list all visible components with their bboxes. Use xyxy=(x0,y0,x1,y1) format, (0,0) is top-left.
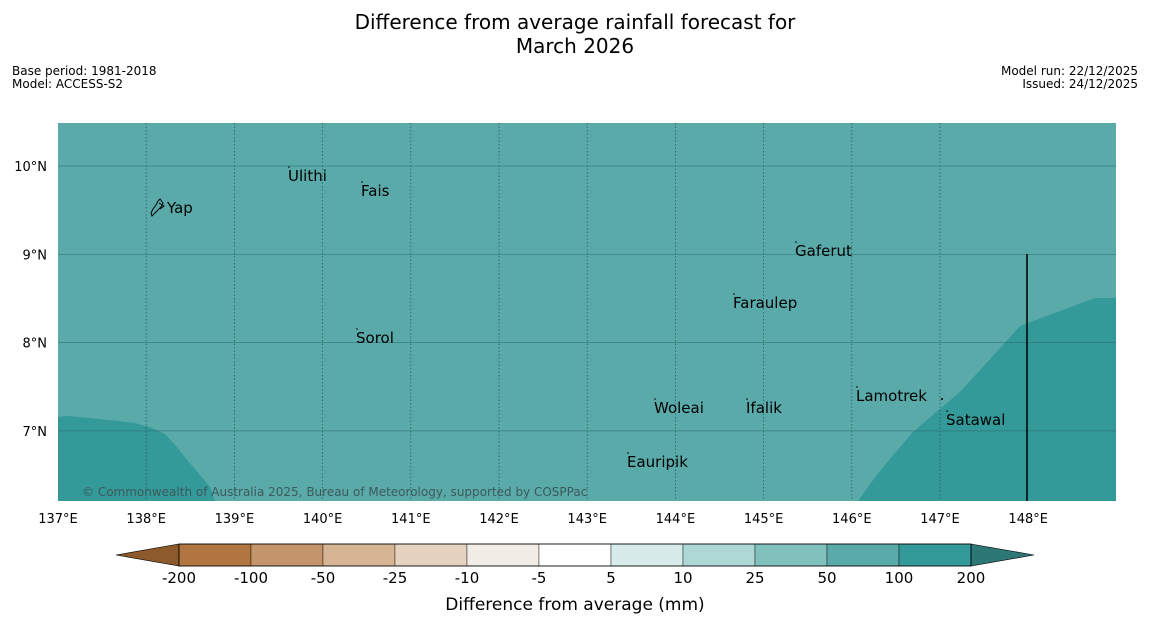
colorbar-tick-label: 50 xyxy=(817,569,836,587)
island-marker xyxy=(946,410,948,412)
place-label-satawal: Satawal xyxy=(946,411,1005,429)
colorbar-tick-label: -50 xyxy=(311,569,336,587)
longitude-tick-labels: 137°E 138°E 139°E 140°E 141°E 142°E 143°E 144°E… xyxy=(38,512,1048,527)
colorbar-segment xyxy=(538,543,612,567)
place-label-fais: Fais xyxy=(361,182,390,200)
colorbar: -200 -100 -50 -25 -10 -5 5 10 25 50 100 200 xyxy=(115,543,1035,587)
island-marker xyxy=(627,452,629,454)
island-marker xyxy=(733,293,735,295)
longitude-tick-label: 141°E xyxy=(391,512,431,527)
map-background xyxy=(58,123,1116,501)
graticule xyxy=(58,123,1116,501)
colorbar-extend-low xyxy=(115,543,180,567)
colorbar-segment xyxy=(826,543,900,567)
latitude-tick-label: 10°N xyxy=(14,160,47,175)
colorbar-segment xyxy=(610,543,684,567)
place-labels: Yap Ulithi Fais Gaferut Faraulep Sorol Woleai I… xyxy=(166,166,1005,471)
colorbar-segment xyxy=(466,543,540,567)
place-label-faraulep: Faraulep xyxy=(733,294,797,312)
longitude-tick-label: 145°E xyxy=(744,512,784,527)
longitude-tick-label: 143°E xyxy=(567,512,607,527)
yap-island-outline xyxy=(150,198,164,217)
title-line-1: Difference from average rainfall forecas… xyxy=(354,10,796,34)
latitude-tick-label: 9°N xyxy=(23,248,48,263)
island-marker xyxy=(356,328,358,330)
place-label-lamotrek: Lamotrek xyxy=(856,387,927,405)
longitude-tick-label: 147°E xyxy=(920,512,960,527)
model-run: Model run: 22/12/2025 xyxy=(1000,64,1138,78)
colorbar-segment xyxy=(322,543,396,567)
colorbar-frame xyxy=(178,543,972,567)
colorbar-tick-label: 100 xyxy=(885,569,914,587)
meta-left: Base period: 1981-2018 Model: ACCESS-S2 xyxy=(12,65,157,91)
colorbar-extend-high xyxy=(970,543,1035,567)
yap-island-outline-east xyxy=(158,202,165,210)
colorbar-segment xyxy=(682,543,756,567)
longitude-tick-label: 144°E xyxy=(656,512,696,527)
issued-date: Issued: 24/12/2025 xyxy=(1022,77,1138,91)
colorbar-tick-label: -5 xyxy=(532,569,547,587)
longitude-tick-label: 148°E xyxy=(1008,512,1048,527)
longitude-tick-label: 138°E xyxy=(126,512,166,527)
place-label-eauripik: Eauripik xyxy=(627,453,688,471)
place-label-yap: Yap xyxy=(166,199,193,217)
longitude-tick-label: 140°E xyxy=(303,512,343,527)
longitude-tick-label: 146°E xyxy=(832,512,872,527)
model-name: Model: ACCESS-S2 xyxy=(12,77,124,91)
place-label-woleai: Woleai xyxy=(654,399,704,417)
meta-right: Model run: 22/12/2025 Issued: 24/12/2025 xyxy=(1001,65,1138,91)
longitude-tick-label: 139°E xyxy=(215,512,255,527)
island-marker xyxy=(654,398,656,400)
latitude-tick-labels: 10°N 9°N 8°N 7°N xyxy=(14,160,47,440)
island-marker xyxy=(288,166,290,168)
colorbar-tick-label: 200 xyxy=(957,569,986,587)
map-title: Difference from average rainfall forecas… xyxy=(0,10,1150,58)
colorbar-label: Difference from average (mm) xyxy=(445,595,704,615)
latitude-tick-label: 8°N xyxy=(23,337,48,352)
colorbar-tick-label: -25 xyxy=(383,569,408,587)
colorbar-segment xyxy=(250,543,324,567)
longitude-tick-label: 142°E xyxy=(479,512,519,527)
colorbar-tick-label: -200 xyxy=(162,569,196,587)
island-marker xyxy=(856,386,858,388)
base-period: Base period: 1981-2018 xyxy=(12,64,157,78)
place-label-ulithi: Ulithi xyxy=(288,167,327,185)
island-marker xyxy=(361,181,363,183)
high-rain-region-east xyxy=(858,298,1116,501)
colorbar-segment xyxy=(898,543,972,567)
longitude-tick-label: 137°E xyxy=(38,512,78,527)
place-label-sorol: Sorol xyxy=(356,329,394,347)
colorbar-tick-label: -100 xyxy=(234,569,268,587)
island-marker xyxy=(795,241,797,243)
colorbar-tick-label: -10 xyxy=(455,569,480,587)
colorbar-segment xyxy=(178,543,252,567)
colorbar-segment xyxy=(394,543,468,567)
colorbar-tick-label: 5 xyxy=(606,569,616,587)
island-marker xyxy=(746,398,748,400)
copyright-text: © Commonwealth of Australia 2025, Bureau… xyxy=(82,485,587,499)
place-label-gaferut: Gaferut xyxy=(795,242,852,260)
colorbar-tick-label: 25 xyxy=(745,569,764,587)
title-line-2: March 2026 xyxy=(515,34,635,58)
latitude-tick-label: 7°N xyxy=(23,425,48,440)
high-rain-region-west xyxy=(58,416,215,501)
colorbar-tick-label: 10 xyxy=(673,569,692,587)
place-label-ifalik: Ifalik xyxy=(746,399,782,417)
colorbar-segment xyxy=(754,543,828,567)
island-marker xyxy=(941,398,943,400)
